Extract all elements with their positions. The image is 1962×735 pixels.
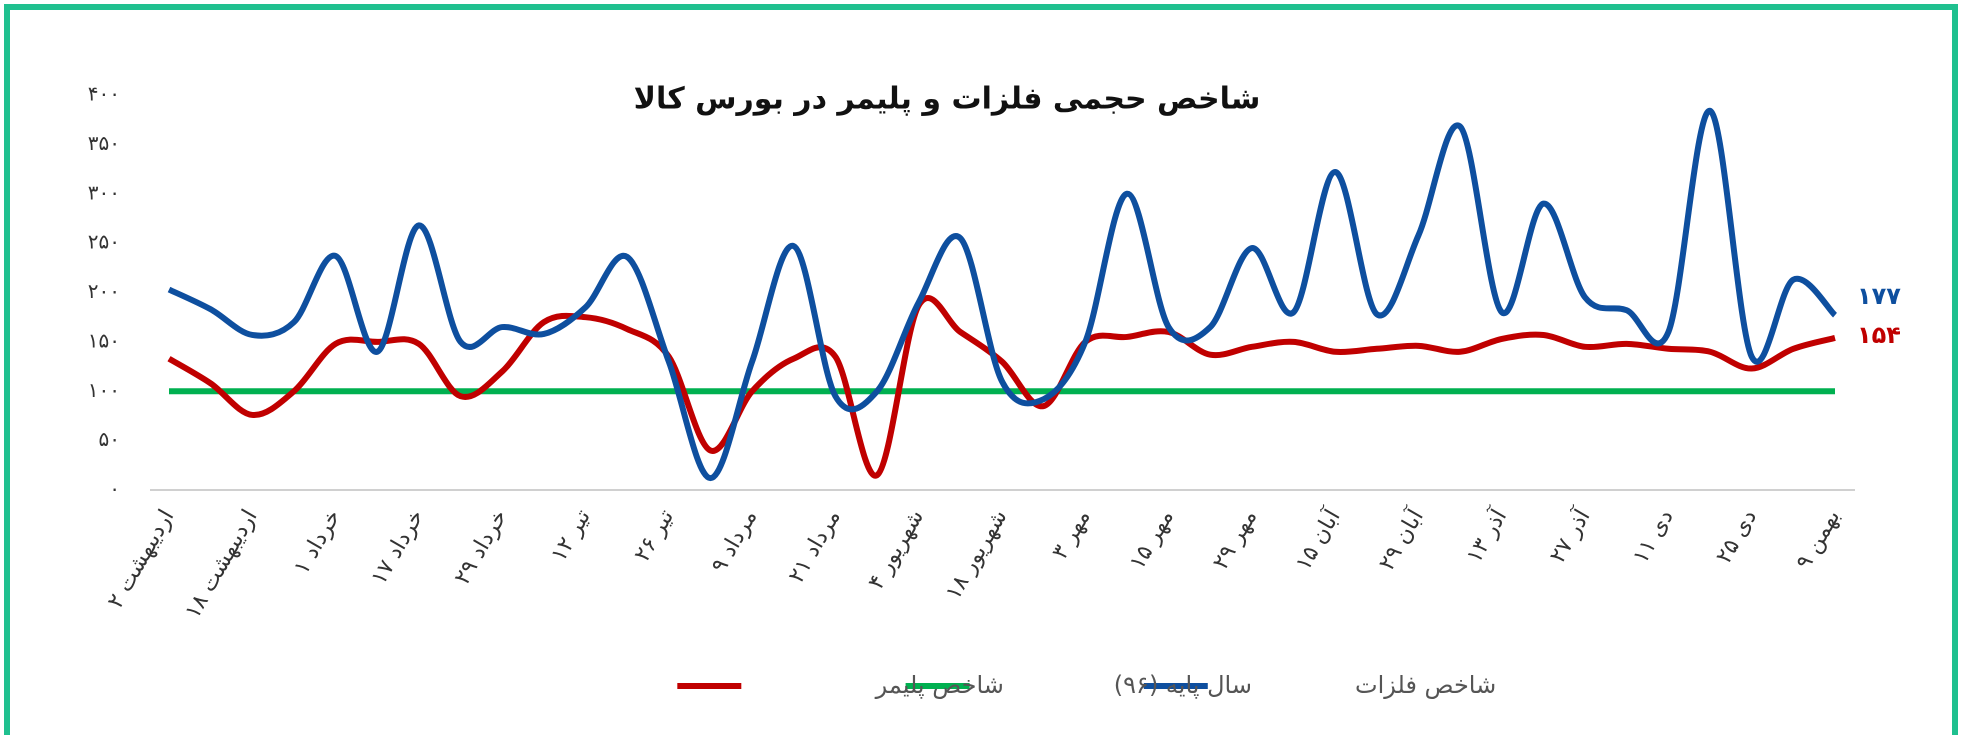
x-tick-label: ۲۵ دی [1712,506,1762,568]
value-label: ۱۵۴ [1857,321,1901,349]
y-tick-label: ۴۰۰ [88,82,120,106]
x-tick-label: ۳ مهر [1048,506,1096,564]
x-tick-label: ۱۳ آذر [1460,504,1512,568]
x-tick-label: ۱۵ مهر [1125,506,1179,575]
x-tick-label: ۲۱ مرداد [784,506,846,588]
legend-label: شاخص پلیمر [875,671,1004,699]
x-tick-label: ۲ اردیبهشت [103,506,179,613]
legend-label: سال پایه (۹۶) [1114,671,1252,699]
y-tick-label: ۰ [109,477,120,501]
x-tick-label: ۱۵ آبان [1289,504,1346,575]
x-tick-label: ۴ شهریور [864,506,929,594]
y-tick-label: ۲۰۰ [88,279,120,303]
y-tick-label: ۱۰۰ [88,378,120,402]
x-tick-label: ۲۶ تیر [630,506,679,567]
x-tick-label: ۲۹ خرداد [450,506,513,590]
x-tick-label: ۱۸ اردیبهشت [180,506,262,624]
chart-title: شاخص حجمی فلزات و پلیمر در بورس کالا [634,82,1261,117]
x-tick-label: ۲۹ آبان [1373,504,1430,575]
y-tick-label: ۲۵۰ [88,230,120,254]
x-tick-label: ۱ خرداد [289,506,346,579]
y-tick-label: ۵۰ [99,427,120,451]
x-tick-label: ۱۸ شهریور [941,506,1012,605]
x-tick-label: ۲۷ آذر [1544,504,1596,568]
y-tick-label: ۳۰۰ [88,180,120,204]
y-tick-label: ۳۵۰ [88,131,120,155]
value-label: ۱۷۷ [1857,282,1901,310]
frame [4,4,1958,735]
series-line [167,295,1836,479]
y-tick-label: ۱۵۰ [88,328,120,352]
x-tick-label: ۱۱ دی [1628,506,1678,568]
x-tick-label: ۹ بهمن [1791,506,1845,574]
x-tick-label: ۲۹ مهر [1208,506,1262,575]
x-tick-label: ۹ مرداد [707,506,763,578]
x-tick-label: ۱۷ خرداد [367,506,430,590]
legend-label: شاخص فلزات [1355,671,1496,699]
series-line [167,107,1838,482]
x-tick-label: ۱۲ تیر [546,506,595,567]
